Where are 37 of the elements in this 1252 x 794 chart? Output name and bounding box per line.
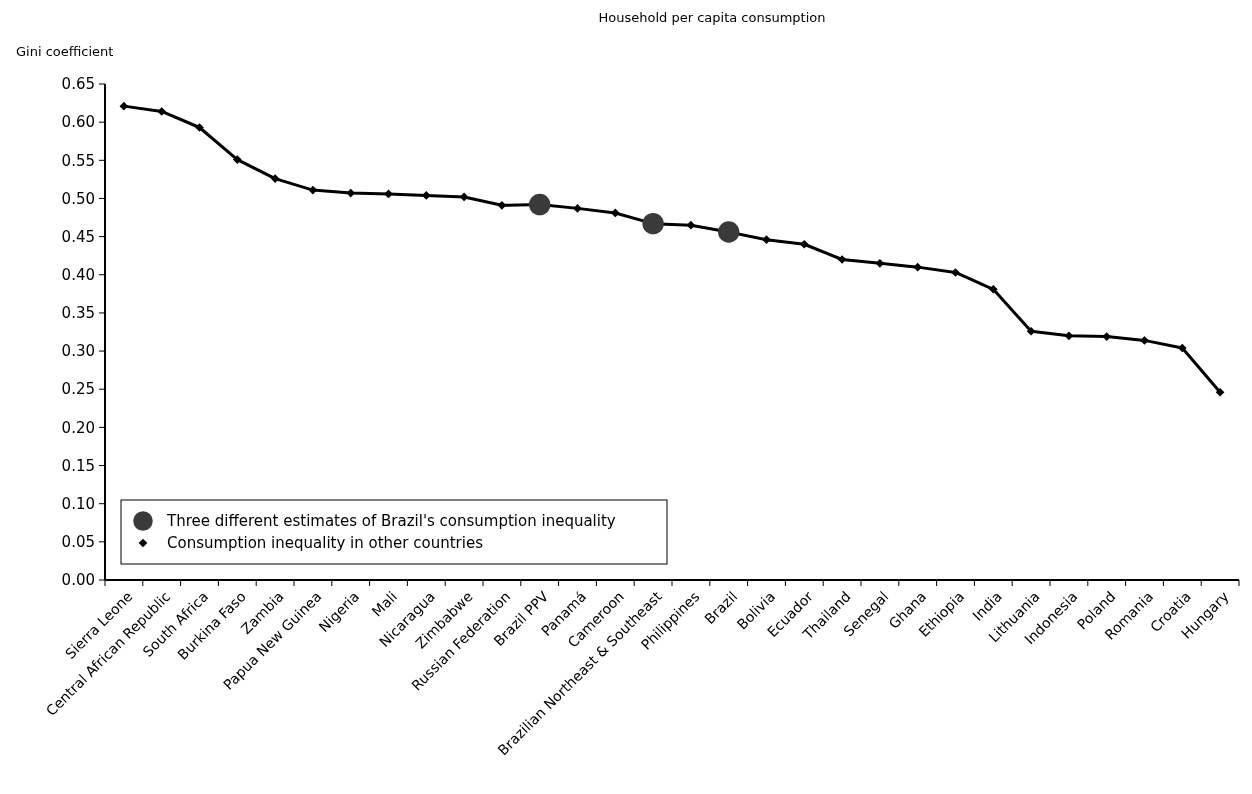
y-tick-label: 0.50 [61,189,95,208]
y-tick-label: 0.30 [61,342,95,361]
point [951,268,960,277]
point [1102,332,1112,341]
y-tick-label: 0.20 [61,418,95,437]
point [1064,331,1074,341]
legend-label: Consumption inequality in other countries [167,534,484,553]
y-tick-label: 0.25 [61,380,95,399]
point [232,155,242,164]
point [762,235,771,245]
point [573,204,582,213]
point [686,220,696,230]
y-tick-label: 0.45 [61,227,95,246]
point [195,123,204,132]
y-tick-label: 0.65 [61,75,95,94]
y-axis-title: Gini coefficient [16,44,114,59]
point [1140,336,1149,345]
point [1026,326,1036,336]
point [119,101,129,111]
y-tick-label: 0.40 [61,266,95,285]
point [1215,387,1225,397]
y-tick-label: 0.55 [61,151,95,170]
point [988,284,998,294]
y-tick-label: 0.10 [61,494,95,513]
point [913,262,923,272]
point [1177,343,1187,353]
point [157,107,167,116]
y-tick-label: 0.35 [61,304,95,323]
y-tick-label: 0.60 [61,113,95,132]
point [497,200,507,210]
point [875,258,885,268]
y-tick-label: 0.00 [61,571,95,590]
y-tick-label: 0.05 [61,533,95,552]
point [270,174,280,183]
chart-title: Household per capita consumption [598,10,826,25]
legend-label: Three different estimates of Brazil's consumption inequality [166,512,616,531]
y-tick-label: 0.15 [61,456,95,475]
